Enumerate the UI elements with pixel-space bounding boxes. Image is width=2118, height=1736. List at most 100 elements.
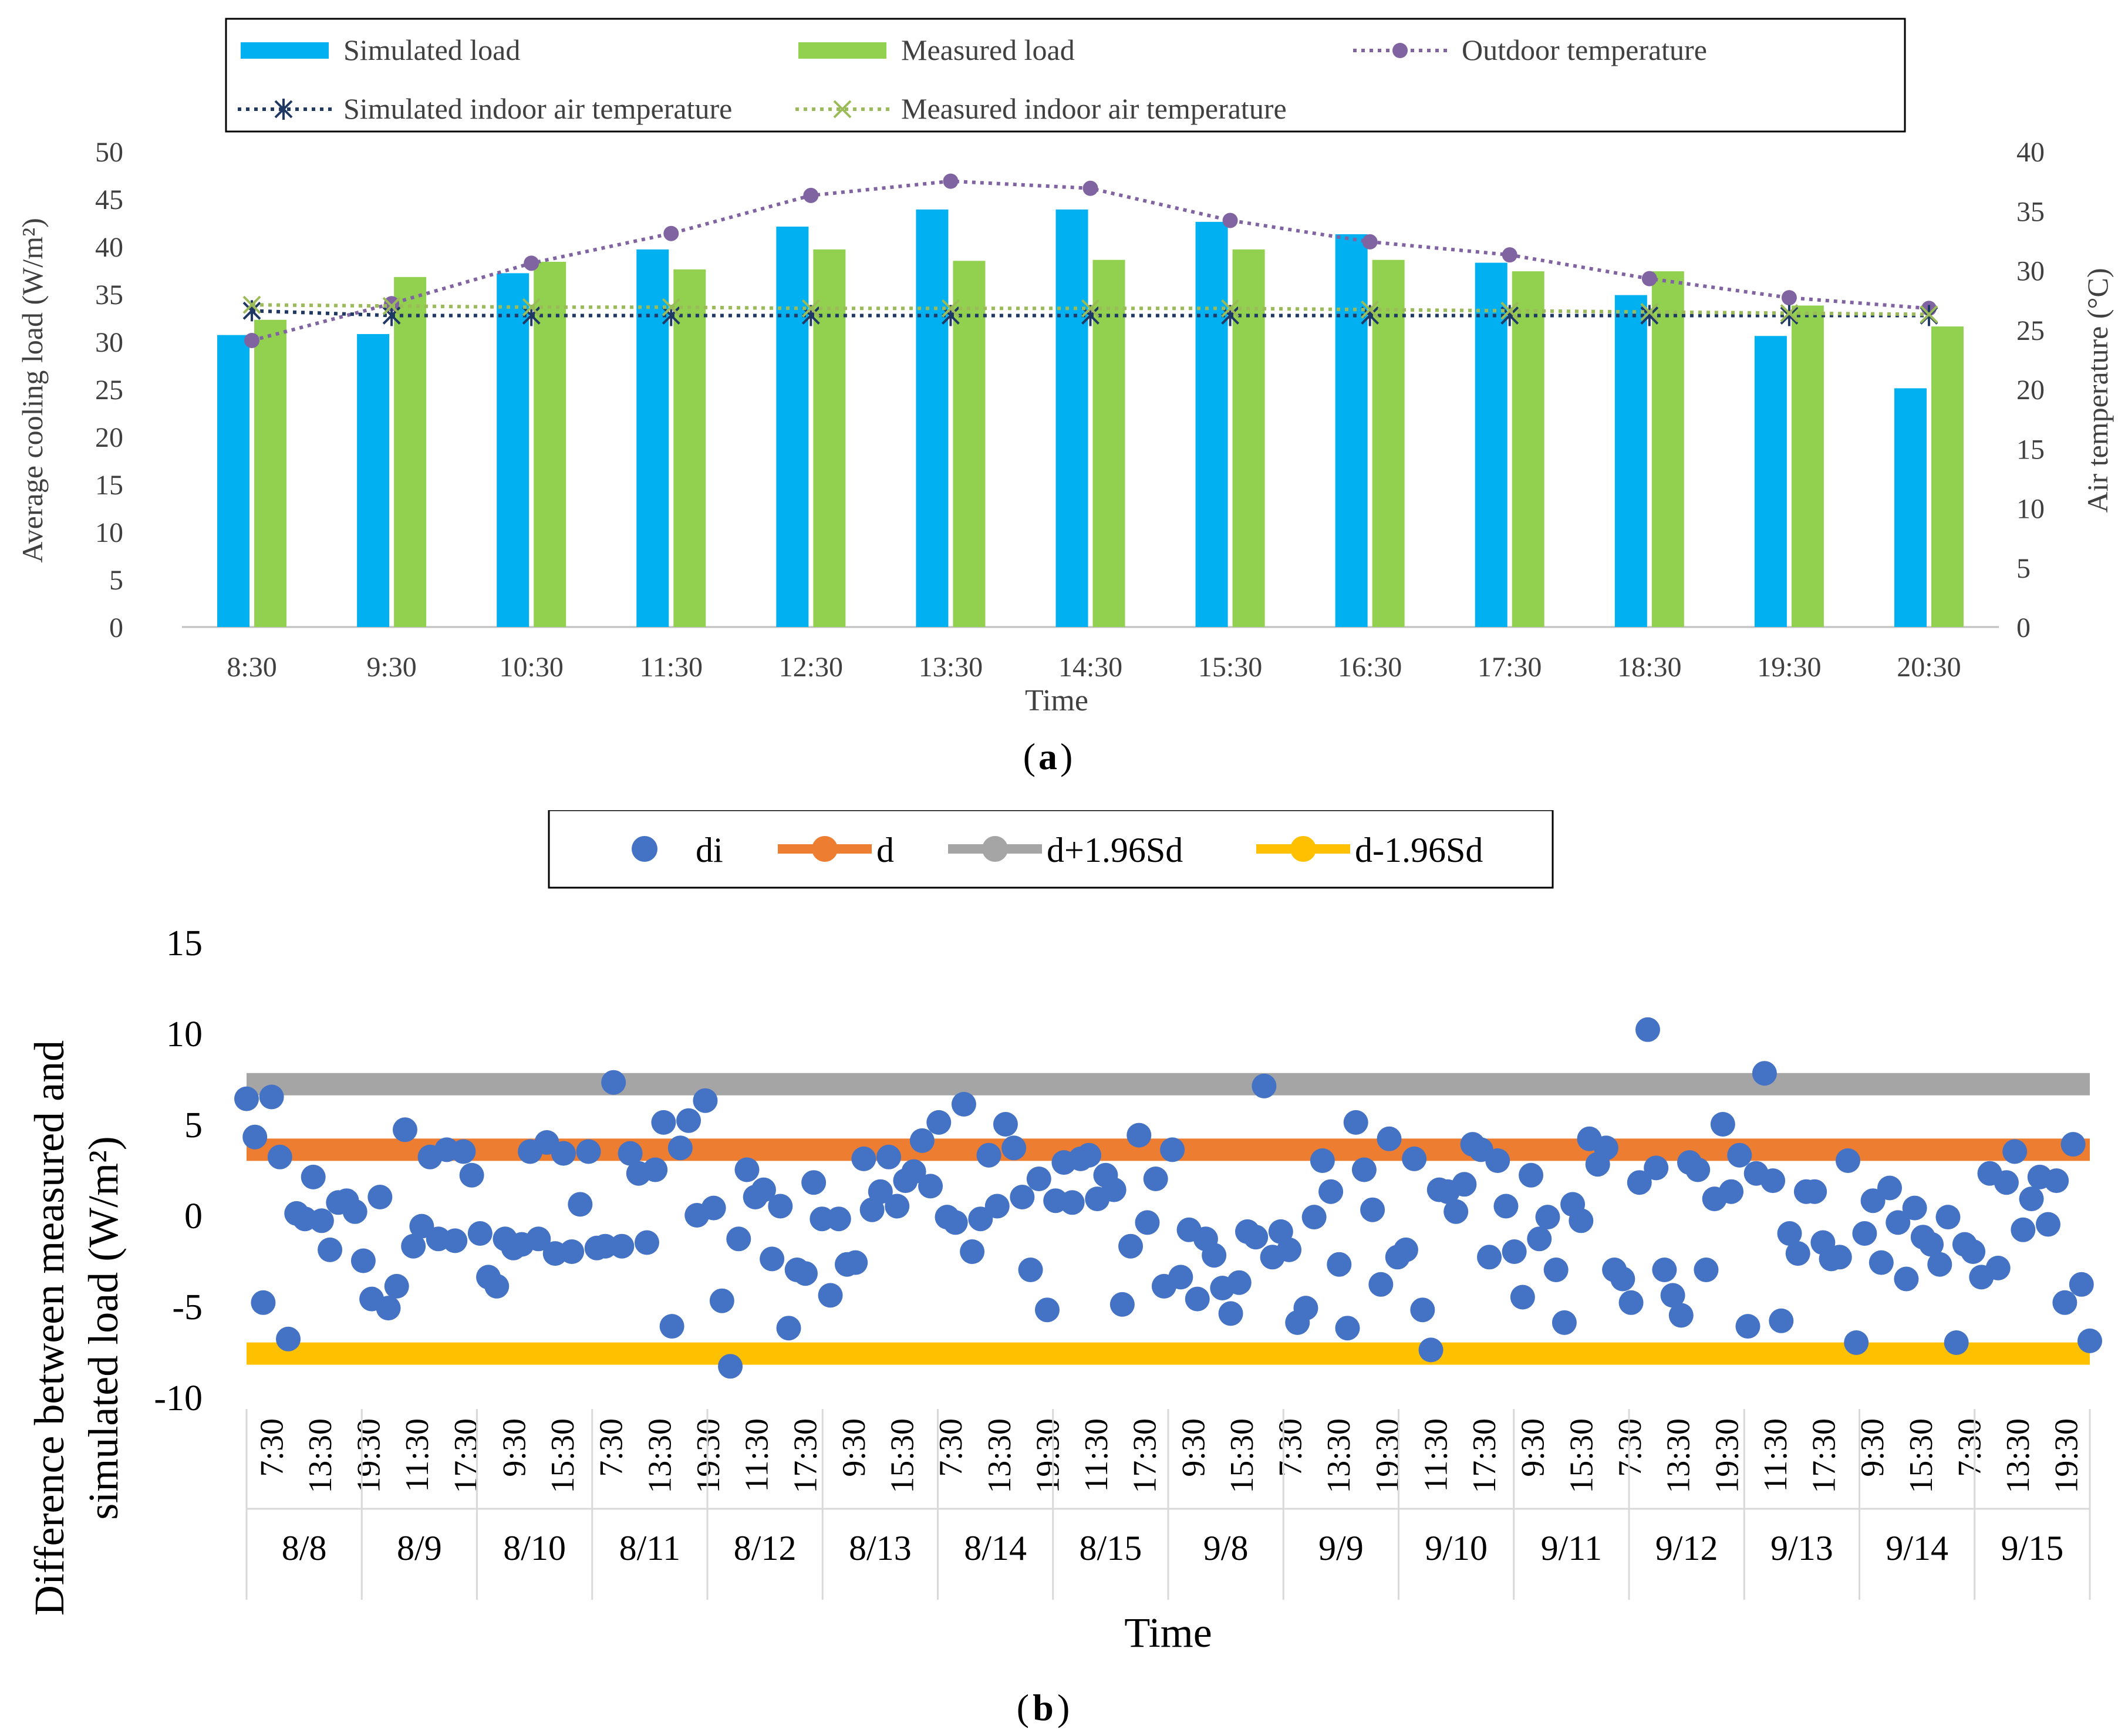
data-point-di [1519, 1162, 1544, 1188]
x-tick-label: 13:30 [1321, 1418, 1357, 1494]
y2-tick-label: 40 [2016, 137, 2045, 168]
point-measured-indoor-temperature [801, 299, 820, 318]
data-point-di [1610, 1266, 1635, 1292]
x-group-label: 9/11 [1541, 1529, 1602, 1568]
marker-stroke [1081, 299, 1100, 318]
x-tick-label: 13:30 [642, 1418, 678, 1494]
x-tick-label: 17:30 [1478, 652, 1542, 683]
data-point-di [1569, 1208, 1594, 1233]
legend-label-d: d [876, 831, 894, 869]
legend-marker-di [632, 836, 657, 862]
data-point-di [1860, 1188, 1886, 1213]
y2-tick-label: 10 [2016, 494, 2045, 525]
legend-marker-measured-indoor [833, 100, 852, 119]
y-tick-label: 40 [95, 232, 123, 263]
data-point-di [1034, 1297, 1060, 1323]
point-outdoor-temperature [943, 173, 959, 189]
data-point-di [2077, 1328, 2102, 1353]
x-tick-label: 9:30 [366, 652, 416, 683]
data-point-di [851, 1146, 876, 1171]
x-tick-label: 10:30 [500, 652, 564, 683]
data-point-di [443, 1228, 468, 1253]
data-point-di [1902, 1195, 1927, 1221]
chart-b-y-axis-title-line1: Difference between measured and [26, 1040, 73, 1616]
data-point-di [984, 1194, 1010, 1219]
data-point-di [1877, 1175, 1903, 1201]
x-group-label: 8/12 [734, 1529, 797, 1568]
data-point-di [1010, 1185, 1035, 1209]
data-point-di [768, 1194, 793, 1219]
data-point-di [309, 1208, 334, 1233]
data-point-di [1635, 1017, 1660, 1042]
data-point-di [1402, 1146, 1427, 1171]
x-tick-label: 9:30 [1515, 1418, 1552, 1477]
x-tick-label: 19:30 [1757, 652, 1821, 683]
data-point-di [2019, 1186, 2044, 1212]
x-tick-label: 11:30 [1418, 1418, 1454, 1492]
data-point-di [1727, 1142, 1752, 1168]
data-point-di [1127, 1122, 1152, 1148]
bar-measured-load [813, 249, 846, 627]
point-outdoor-temperature [1362, 234, 1378, 250]
bar-measured-load [673, 269, 706, 627]
marker-stroke [1780, 304, 1799, 322]
y-tick-label: 25 [95, 375, 123, 406]
data-point-di [484, 1273, 510, 1299]
x-group-label: 9/9 [1318, 1529, 1364, 1568]
point-simulated-indoor-temperature [1780, 305, 1799, 326]
x-group-label: 8/13 [849, 1529, 912, 1568]
legend-marker-simulated-indoor [274, 99, 293, 120]
marker-stroke [242, 295, 261, 314]
data-point-di [651, 1110, 676, 1135]
point-outdoor-temperature [663, 225, 679, 241]
point-measured-indoor-temperature [522, 298, 541, 316]
data-point-di [242, 1124, 268, 1150]
data-point-di [1869, 1250, 1894, 1275]
data-point-di [1769, 1308, 1794, 1333]
data-point-di [1927, 1252, 1952, 1277]
x-group-label: 9/13 [1770, 1529, 1833, 1568]
point-measured-indoor-temperature [1500, 301, 1519, 320]
legend-label-upper: d+1.96Sd [1047, 831, 1183, 869]
x-tick-label: 13:30 [2000, 1418, 2036, 1494]
x-tick-label: 7:30 [1273, 1418, 1309, 1477]
chart-b-label-close-paren: ) [1057, 1687, 1070, 1728]
y-tick-label: 50 [95, 137, 123, 168]
point-measured-indoor-temperature [942, 299, 960, 318]
data-point-di [1919, 1232, 1944, 1257]
data-point-di [1444, 1199, 1469, 1224]
chart-a-svg: Simulated load Measured load Outdoor tem… [16, 18, 2114, 777]
bar-simulated-load [916, 209, 949, 627]
x-group-label: 9/10 [1425, 1529, 1488, 1568]
x-group-label: 8/10 [503, 1529, 566, 1568]
data-point-di [693, 1088, 718, 1113]
y-tick-label: 10 [166, 1014, 203, 1054]
y-tick-label: 35 [95, 279, 123, 311]
marker-stroke [522, 298, 541, 316]
point-measured-indoor-temperature [1221, 299, 1239, 318]
bar-measured-load [254, 319, 287, 627]
data-point-di [2035, 1212, 2060, 1237]
point-measured-indoor-temperature [1920, 305, 1938, 323]
data-point-di [1252, 1073, 1277, 1098]
chart-a: Simulated load Measured load Outdoor tem… [0, 0, 2118, 810]
x-group-label: 8/15 [1080, 1529, 1142, 1568]
legend-label-outdoor-temperature: Outdoor temperature [1462, 33, 1707, 66]
y-tick-label: 10 [95, 517, 123, 548]
data-point-di [318, 1237, 343, 1262]
chart-b-x-axis-title: Time [1124, 1609, 1212, 1656]
x-tick-label: 7:30 [593, 1418, 630, 1477]
data-point-di [576, 1139, 601, 1164]
y-tick-label: 15 [95, 470, 123, 501]
data-point-di [401, 1233, 426, 1259]
chart-b-panel-label: b [1033, 1687, 1054, 1728]
y-tick-label: 45 [95, 184, 123, 215]
x-tick-label: 15:30 [545, 1418, 581, 1494]
data-point-di [1226, 1270, 1252, 1295]
data-point-di [1452, 1172, 1477, 1197]
y-tick-label: 20 [95, 422, 123, 453]
point-outdoor-temperature [803, 187, 819, 203]
bar-simulated-load [497, 273, 530, 627]
data-point-di [467, 1221, 493, 1246]
point-outdoor-temperature [244, 332, 260, 348]
